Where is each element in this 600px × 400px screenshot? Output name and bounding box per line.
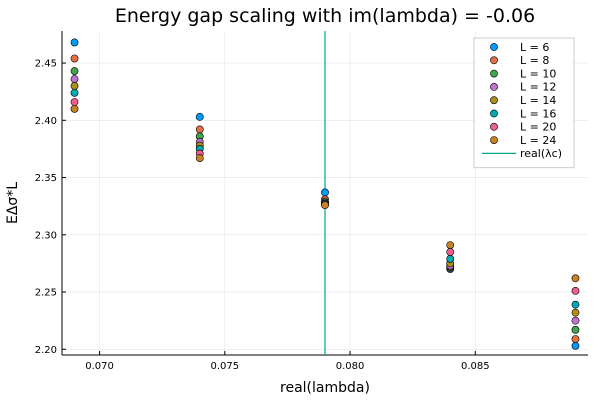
y-tick-label: 2.20 [35,345,57,356]
data-points [70,38,580,350]
data-point [321,201,329,209]
data-point [571,341,580,350]
data-point [571,274,580,283]
legend-label: real(λc) [520,147,562,160]
data-point [70,88,79,97]
data-point [70,54,79,63]
y-tick-label: 2.40 [35,116,57,127]
legend-marker [490,56,498,65]
data-point [571,335,580,343]
legend-label: L = 14 [520,94,556,107]
data-point [70,82,79,90]
x-tick-label: 0.070 [85,361,114,372]
x-tick-label: 0.085 [461,361,490,372]
legend-label: L = 24 [520,134,556,147]
legend-marker [490,96,498,105]
data-point [70,67,79,75]
legend-marker [490,122,498,131]
x-tick-labels: 0.070 0.075 0.080 0.085 [85,361,489,372]
data-point [70,104,79,113]
legend-label: L = 8 [520,54,549,67]
data-point [446,254,455,263]
legend: L = 6L = 8L = 10L = 12L = 14L = 16L = 20… [473,37,575,169]
legend-marker [490,69,498,78]
data-point [195,125,204,134]
data-point [571,286,580,295]
legend-marker [490,83,498,91]
data-point [321,188,329,197]
data-point [446,241,455,249]
chart-title: Energy gap scaling with im(lambda) = -0.… [115,5,535,27]
legend-label: L = 20 [520,121,556,134]
legend-label: L = 10 [520,67,556,80]
data-point [571,316,580,325]
data-point [70,38,79,47]
x-tick-label: 0.075 [210,361,239,372]
y-tick-label: 2.30 [35,230,57,241]
x-tick-label: 0.080 [336,361,365,372]
y-tick-labels: 2.20 2.25 2.30 2.35 2.40 2.45 [35,59,57,356]
legend-label: L = 12 [520,81,556,94]
data-point [195,154,204,162]
x-axis-label: real(lambda) [280,380,370,396]
legend-marker [490,109,498,118]
series-l-24 [70,104,580,283]
y-tick-label: 2.45 [35,59,57,70]
legend-marker [490,43,498,51]
data-point [70,98,79,106]
y-axis-label: EΔσ*L [5,182,21,224]
legend-marker [490,136,498,144]
data-point [70,75,79,83]
data-point [571,308,580,317]
y-tick-label: 2.25 [35,288,57,299]
legend-label: L = 16 [520,107,556,120]
data-point [571,325,580,334]
data-point [446,248,455,256]
legend-label: L = 6 [520,41,549,54]
y-tick-label: 2.35 [35,173,57,184]
data-point [571,300,580,309]
data-point [195,112,204,121]
